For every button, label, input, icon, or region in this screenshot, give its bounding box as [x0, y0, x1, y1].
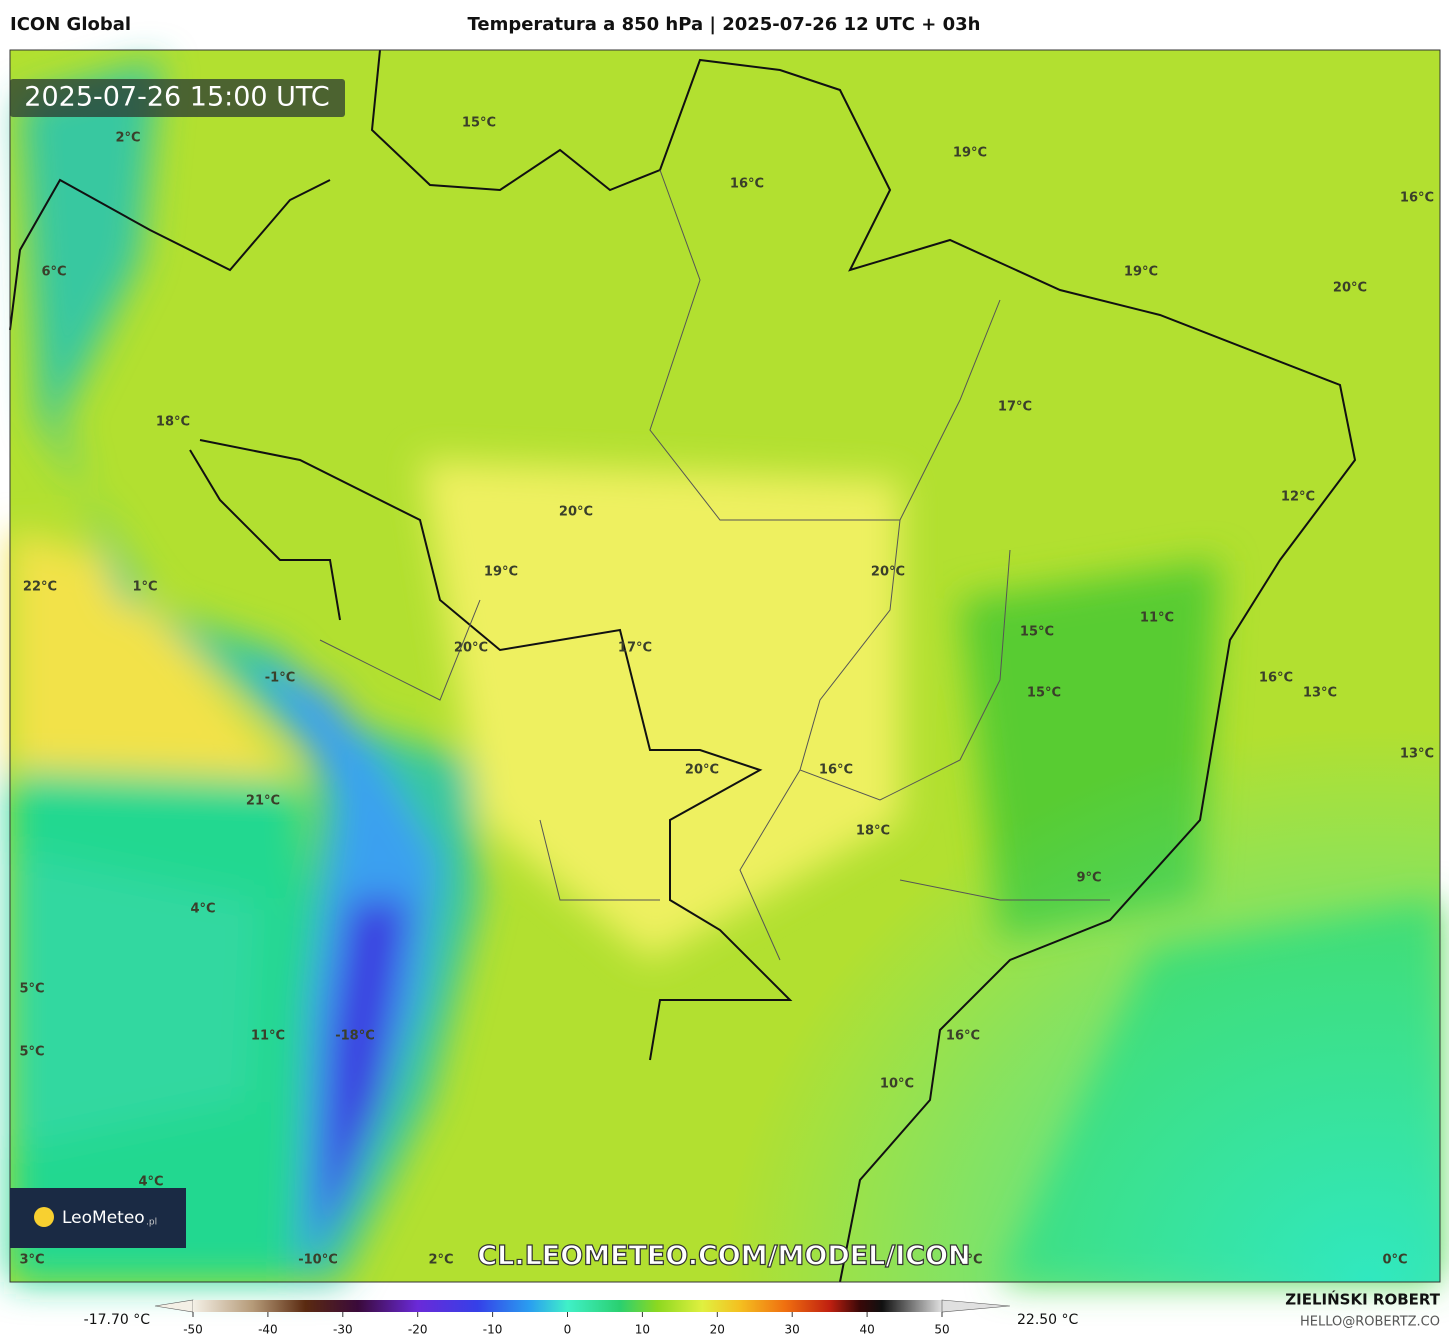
- temperature-label: 2°C: [115, 131, 140, 146]
- temperature-label: 18°C: [156, 415, 190, 430]
- temperature-labels: 15°C 2°C 19°C 16°C 16°C 6°C 19°C 20°C 17°C 18°C 12…: [19, 116, 1434, 1268]
- colorbar-tick-label: -10: [483, 1323, 503, 1337]
- temperature-label: 20°C: [1333, 281, 1367, 296]
- model-name: ICON Global: [10, 14, 131, 35]
- timestamp: 2025-07-26 15:00 UTC: [24, 82, 329, 113]
- author: ZIELIŃSKI ROBERT: [1285, 1290, 1440, 1309]
- temperature-label: 15°C: [462, 116, 496, 131]
- temperature-label: 9°C: [1076, 871, 1101, 886]
- temperature-label: 2°C: [428, 1253, 453, 1268]
- temperature-label: 15°C: [1027, 686, 1061, 701]
- email: HELLO@ROBERTZ.CO: [1300, 1315, 1440, 1330]
- colorbar-tick-label: 30: [785, 1323, 800, 1337]
- temperature-label: 13°C: [1303, 686, 1337, 701]
- temperature-label: 17°C: [998, 400, 1032, 415]
- colorbar-tick-label: 10: [635, 1323, 650, 1337]
- temperature-label: 4°C: [190, 902, 215, 917]
- colorbar-tick-label: 20: [710, 1323, 725, 1337]
- temperature-label: 17°C: [618, 641, 652, 656]
- logo-text: LeoMeteo: [62, 1208, 145, 1228]
- temperature-label: 21°C: [246, 794, 280, 809]
- temperature-label: 10°C: [880, 1077, 914, 1092]
- temperature-label: 16°C: [1400, 191, 1434, 206]
- colorbar-tick-label: -40: [258, 1323, 278, 1337]
- logo-suffix: .pl: [146, 1218, 157, 1228]
- logo-sun: [34, 1207, 54, 1227]
- colorbar-gradient: [193, 1300, 942, 1312]
- temperature-label: 16°C: [819, 763, 853, 778]
- temperature-label: 11°C: [1140, 611, 1174, 626]
- colorbar-max: 22.50 °C: [1017, 1312, 1079, 1328]
- temperature-label: 7°C: [957, 1253, 982, 1268]
- map-background: [9, 49, 1441, 1283]
- temperature-label: 20°C: [685, 763, 719, 778]
- temperature-label: 5°C: [19, 1045, 44, 1060]
- timestamp-box: [10, 79, 345, 117]
- temperature-label: 19°C: [953, 146, 987, 161]
- temperature-label: 19°C: [484, 565, 518, 580]
- colorbar-tick-label: 50: [934, 1323, 949, 1337]
- colorbar-min: -17.70 °C: [84, 1312, 151, 1328]
- temperature-label: -1°C: [265, 671, 295, 686]
- temperature-label: 20°C: [871, 565, 905, 580]
- colorbar: -17.70 °C 22.50 °C -50 -40 -30 -20 -10 0 10 20 3…: [84, 1299, 1079, 1337]
- temperature-label: 1°C: [132, 580, 157, 595]
- temperature-label: -10°C: [298, 1253, 338, 1268]
- temperature-label: 3°C: [19, 1253, 44, 1268]
- temperature-label: 16°C: [946, 1029, 980, 1044]
- temperature-label: 11°C: [251, 1029, 285, 1044]
- temperature-label: 16°C: [1259, 671, 1293, 686]
- temperature-label: 5°C: [19, 982, 44, 997]
- temperature-label: 20°C: [454, 641, 488, 656]
- temperature-label: 6°C: [41, 265, 66, 280]
- watermark: CL.LEOMETEO.COM/MODEL/ICON: [477, 1241, 970, 1272]
- temperature-label: 20°C: [559, 505, 593, 520]
- colorbar-tick-label: 40: [859, 1323, 874, 1337]
- colorbar-tick-label: -30: [333, 1323, 353, 1337]
- temperature-label: 19°C: [1124, 265, 1158, 280]
- temperature-label: 12°C: [1281, 490, 1315, 505]
- colorbar-arrow-left: [154, 1299, 194, 1313]
- temperature-label: 4°C: [138, 1175, 163, 1190]
- temperature-label: 18°C: [856, 824, 890, 839]
- temperature-label: 22°C: [23, 580, 57, 595]
- temperature-label: 13°C: [1400, 747, 1434, 762]
- colorbar-tick-label: 0: [564, 1323, 572, 1337]
- temperature-label: 0°C: [1382, 1253, 1407, 1268]
- colorbar-tick-label: -20: [408, 1323, 428, 1337]
- temperature-label: 16°C: [730, 177, 764, 192]
- temperature-label: -18°C: [335, 1029, 375, 1044]
- colorbar-arrow-right: [941, 1299, 1011, 1313]
- temperature-label: 15°C: [1020, 625, 1054, 640]
- colorbar-tick-label: -50: [183, 1323, 203, 1337]
- chart-title: Temperatura a 850 hPa | 2025-07-26 12 UT…: [467, 14, 980, 35]
